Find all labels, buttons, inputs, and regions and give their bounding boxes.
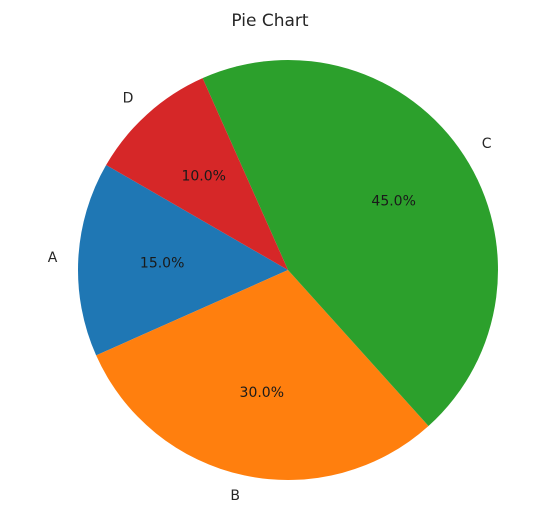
pie-slice-b (96, 270, 429, 481)
slice-label-d: D (123, 90, 134, 106)
slice-percent-b: 30.0% (240, 385, 284, 401)
slice-percent-c: 45.0% (371, 193, 415, 209)
slice-label-b: B (230, 488, 240, 504)
pie-slice-a (78, 165, 289, 356)
slice-label-c: C (482, 136, 492, 152)
chart-title: Pie Chart (231, 11, 309, 31)
slice-label-a: A (48, 250, 58, 266)
slice-percent-d: 10.0% (181, 168, 225, 184)
pie-slice-c (202, 60, 498, 427)
pie-slice-d (106, 78, 288, 270)
slice-percent-a: 15.0% (140, 255, 184, 271)
